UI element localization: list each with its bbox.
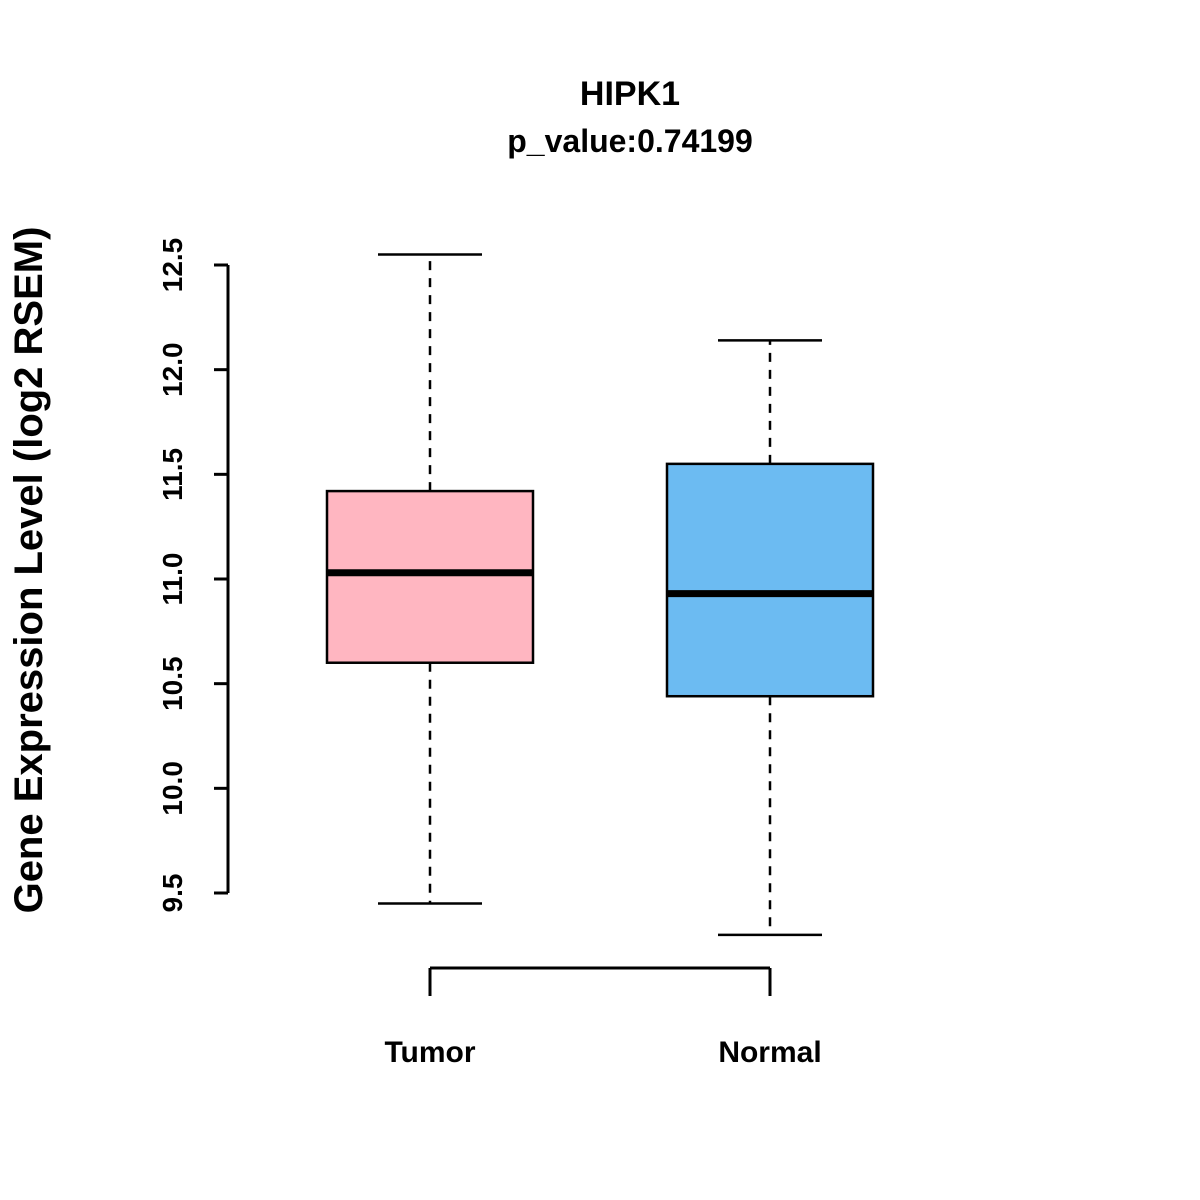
y-tick-label-5: 12.0 — [157, 342, 188, 397]
y-tick-label-2: 10.5 — [157, 656, 188, 711]
plot-layer: 9.5 10.0 10.5 11.0 11.5 12.0 12.5 Tumor Normal — [157, 238, 875, 1069]
box-normal — [665, 462, 875, 698]
y-tick-label-1: 10.0 — [157, 761, 188, 816]
y-tick-label-4: 11.5 — [157, 448, 188, 501]
y-tick-label-3: 11.0 — [157, 553, 188, 606]
x-label-normal: Normal — [718, 1036, 821, 1069]
chart-title: HIPK1 — [580, 75, 680, 113]
y-tick-label-6: 12.5 — [157, 238, 188, 293]
box-tumor — [325, 489, 535, 664]
x-label-tumor: Tumor — [384, 1036, 475, 1069]
y-tick-label-0: 9.5 — [157, 874, 188, 913]
y-axis-label: Gene Expression Level (log2 RSEM) — [7, 227, 51, 914]
chart-subtitle: p_value:0.74199 — [507, 123, 753, 159]
